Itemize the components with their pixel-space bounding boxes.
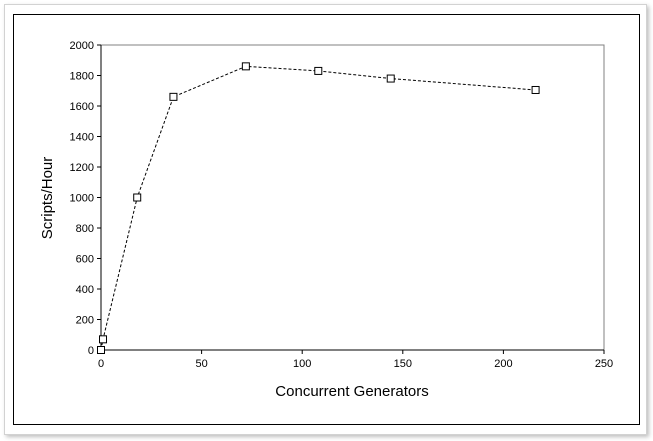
y-axis: 0 200 400 600 800 1000 1200 1400 1600 1800 2000: [70, 40, 102, 357]
y-tick-label: 2000: [70, 40, 94, 52]
y-tick-label: 1600: [70, 101, 94, 113]
series-line: [100, 65, 536, 351]
x-tick-label: 0: [98, 358, 104, 370]
data-point: [169, 92, 178, 101]
y-axis-title: Scripts/Hour: [39, 157, 56, 240]
x-tick-label: 50: [195, 358, 207, 370]
plot-area: [100, 44, 605, 351]
x-tick-label: 100: [293, 358, 311, 370]
y-tick-label: 1200: [70, 162, 94, 174]
x-tick-label: 200: [494, 358, 512, 370]
y-tick-label: 0: [88, 345, 94, 357]
y-tick-label: 1400: [70, 132, 94, 144]
x-tick-label: 250: [595, 358, 613, 370]
y-tick-label: 400: [76, 284, 94, 296]
data-point: [99, 335, 108, 344]
y-tick-label: 200: [76, 315, 94, 327]
data-point: [386, 74, 395, 83]
plot-border: [100, 44, 605, 351]
data-point: [314, 66, 323, 75]
x-tick-label: 150: [394, 358, 412, 370]
y-tick-label: 1800: [70, 71, 94, 83]
data-point: [97, 346, 105, 354]
y-tick-label: 800: [76, 223, 94, 235]
data-point: [133, 193, 142, 202]
x-axis-title: Concurrent Generators: [275, 383, 428, 400]
data-point: [531, 85, 540, 94]
x-axis: 0 50 100 150 200 250: [98, 349, 613, 370]
data-point: [241, 62, 250, 71]
y-tick-label: 1000: [70, 193, 94, 205]
y-tick-label: 600: [76, 254, 94, 266]
series-layer: [97, 62, 540, 354]
